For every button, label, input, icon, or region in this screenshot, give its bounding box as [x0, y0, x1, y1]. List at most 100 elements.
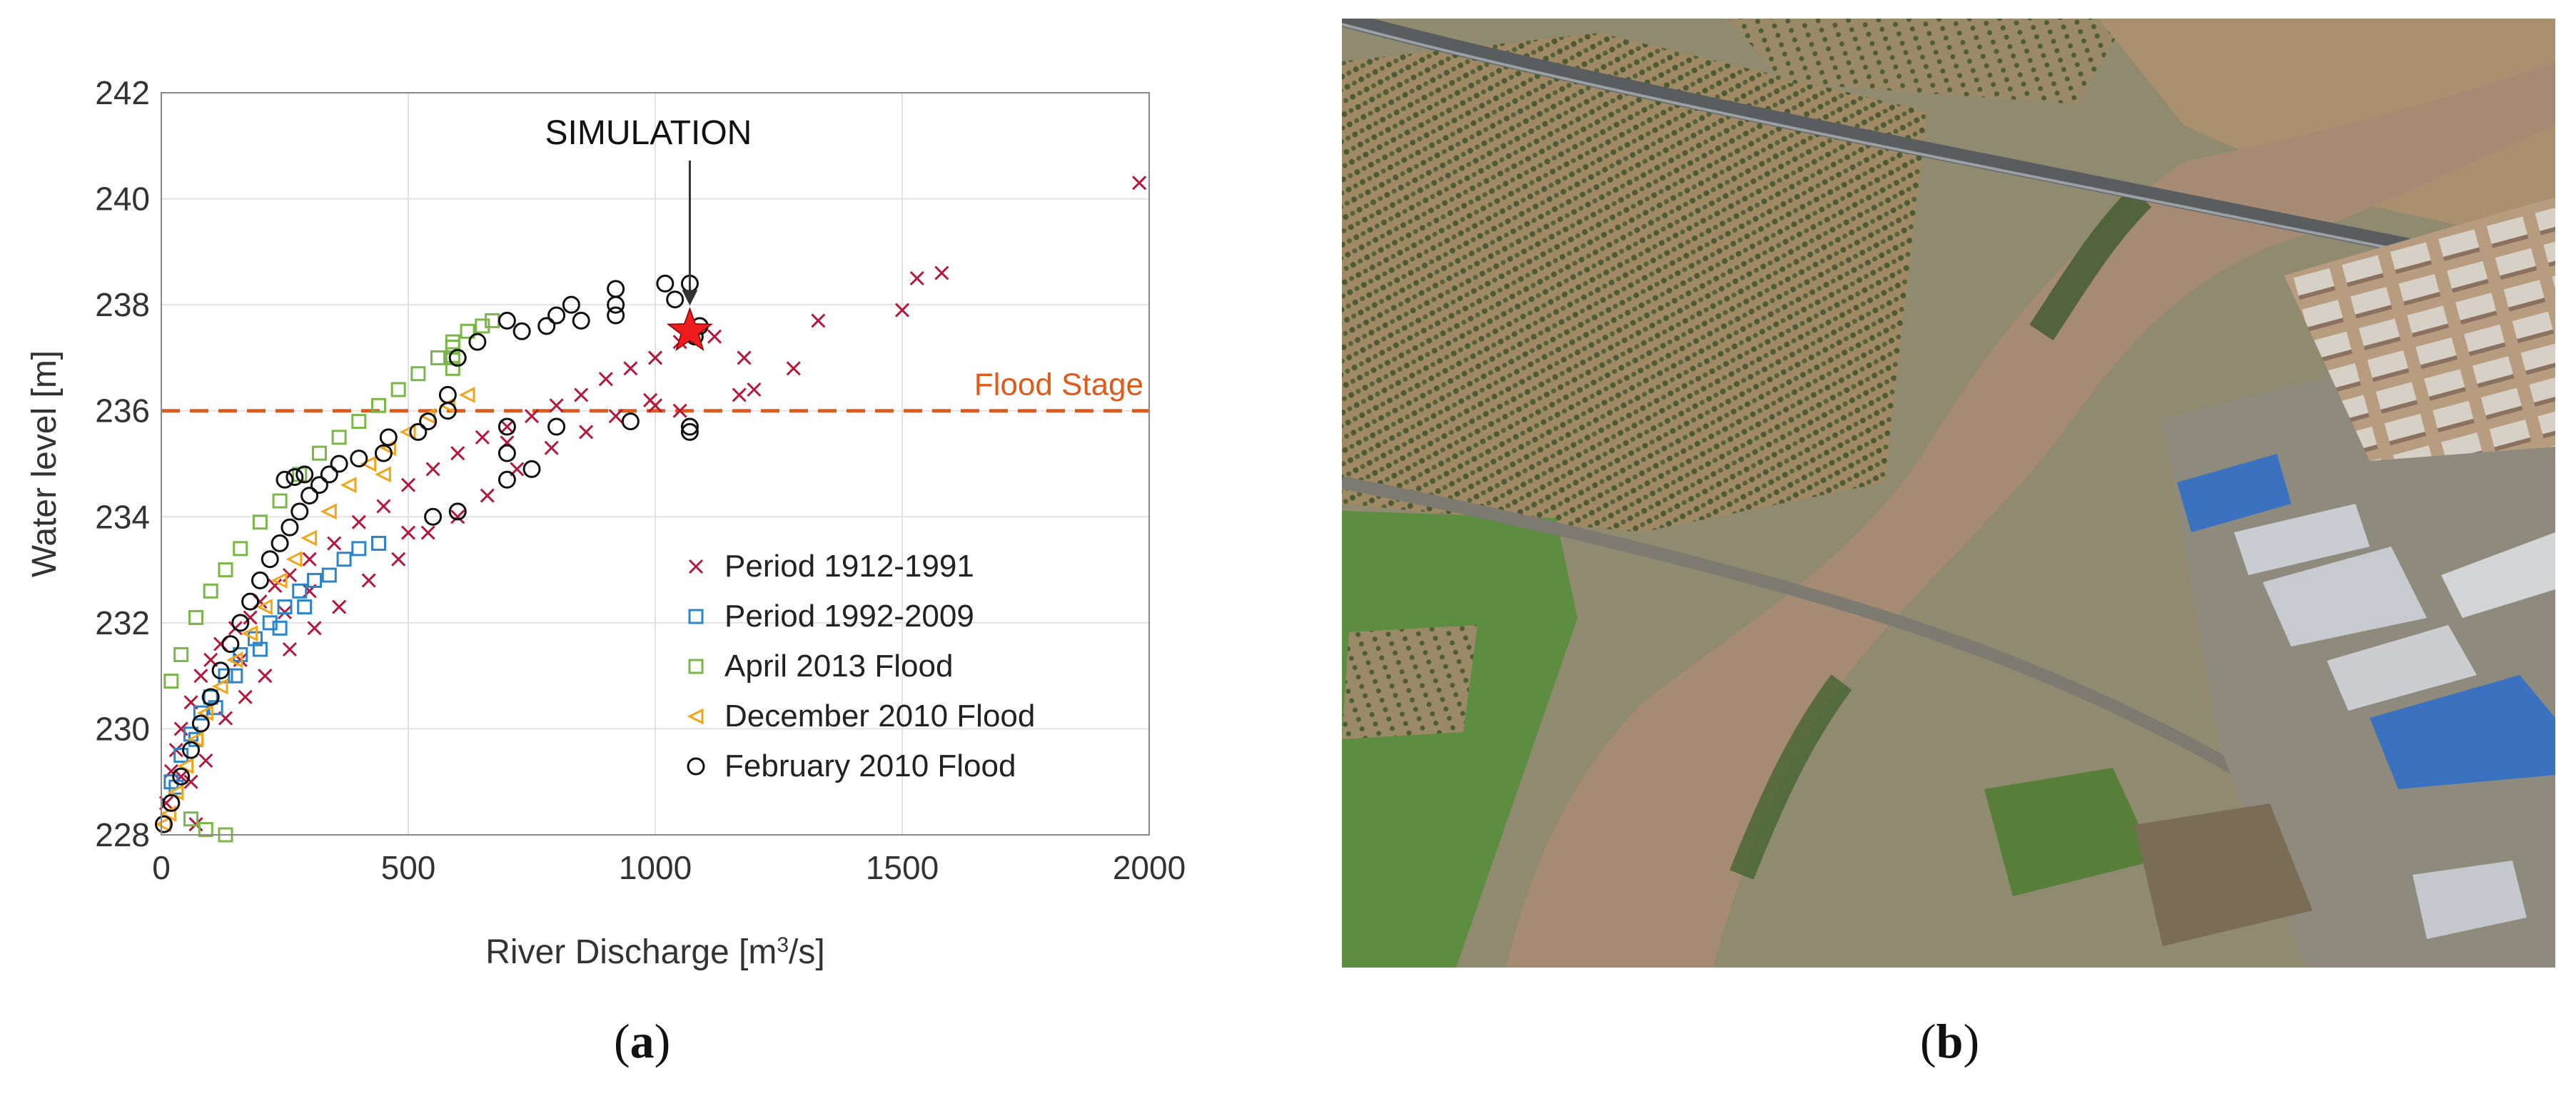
blue-building-2 — [2370, 675, 2555, 789]
data-point — [262, 615, 278, 631]
data-point — [163, 774, 179, 790]
data-point — [608, 409, 623, 424]
data-point — [934, 265, 949, 280]
x-stroke — [732, 387, 747, 402]
x-stroke — [420, 525, 435, 540]
x-stroke — [193, 669, 208, 684]
simulation-star — [666, 307, 714, 352]
data-point — [360, 455, 377, 472]
x-stroke — [544, 440, 559, 455]
data-point — [598, 372, 613, 387]
data-point — [330, 455, 348, 473]
data-point — [258, 669, 273, 684]
grey-building-2 — [2263, 547, 2427, 646]
data-point — [201, 688, 220, 706]
data-point — [544, 440, 559, 455]
data-point — [203, 583, 218, 599]
data-point — [647, 350, 663, 365]
data-point — [252, 514, 268, 530]
residential-area — [2284, 197, 2555, 461]
data-point — [188, 609, 203, 625]
data-point — [233, 646, 248, 662]
data-point — [500, 419, 515, 435]
data-point — [374, 444, 393, 462]
data-point — [460, 323, 475, 339]
x-stroke — [450, 446, 465, 461]
data-point — [549, 398, 564, 413]
data-point — [297, 599, 313, 615]
data-point — [512, 322, 531, 340]
x-stroke — [894, 303, 910, 318]
data-point — [231, 614, 250, 632]
axes: 0 500 1000 1500 2000 228 230 232 234 236 238 240 242 — [95, 74, 1186, 886]
data-point — [162, 793, 181, 812]
data-point — [376, 499, 391, 514]
data-point — [450, 509, 465, 524]
data-point — [351, 541, 367, 557]
data-point — [211, 678, 228, 695]
data-point — [574, 387, 589, 402]
x-stroke — [332, 599, 347, 614]
x-stroke — [282, 641, 297, 657]
x-stroke — [747, 382, 762, 397]
data-point — [261, 550, 279, 569]
x-stroke — [168, 743, 183, 758]
data-point — [537, 317, 556, 335]
data-point — [321, 567, 337, 583]
x-stroke — [549, 398, 564, 413]
data-point — [307, 572, 323, 588]
data-point — [647, 398, 663, 413]
x-stroke — [475, 430, 490, 445]
data-point — [351, 514, 366, 529]
data-point — [458, 387, 475, 403]
data-point — [198, 753, 213, 768]
data-point — [811, 313, 826, 328]
panel-label-a: (a) — [614, 1014, 671, 1068]
x-stroke — [934, 265, 949, 280]
data-point — [448, 502, 467, 521]
x-tick-label: 2000 — [1113, 849, 1186, 886]
simulation-arrowhead — [682, 290, 698, 306]
data-point — [183, 774, 198, 789]
data-point — [475, 430, 490, 445]
legend-label: Period 1992-2009 — [724, 599, 974, 634]
x-stroke — [598, 372, 613, 387]
data-point — [218, 668, 233, 684]
x-axis-label: River Discharge [m3/s] — [485, 933, 824, 972]
aerial-photo-panel-b — [1342, 19, 2555, 968]
y-tick-label: 242 — [95, 74, 150, 111]
x-stroke — [707, 329, 722, 344]
grey-building-4 — [2441, 532, 2555, 618]
data-point — [300, 487, 319, 505]
data-point — [340, 477, 357, 494]
data-point — [680, 417, 699, 436]
x-stroke — [811, 313, 826, 328]
data-point — [271, 572, 288, 589]
x-stroke — [183, 695, 198, 710]
x-tick-label: 1000 — [619, 849, 692, 886]
data-point — [247, 631, 263, 646]
bare-plot — [2134, 803, 2313, 946]
riparian-trees — [2029, 186, 2152, 341]
data-point — [445, 340, 460, 355]
data-point — [430, 350, 446, 365]
legend-marker — [688, 559, 704, 574]
data-point — [311, 445, 327, 461]
y-tick-label: 238 — [95, 286, 150, 323]
data-point — [226, 651, 243, 669]
data-point — [707, 329, 722, 344]
data-point — [425, 462, 440, 477]
y-tick-label: 236 — [95, 392, 150, 430]
data-point — [183, 811, 199, 827]
chart-panel-a: Flood Stage 0 500 1000 1500 2000 228 230 232 234… — [26, 74, 1186, 972]
x-stroke — [351, 514, 366, 529]
green-field — [1342, 511, 1577, 968]
simulation-marker: SIMULATION — [545, 114, 752, 352]
data-point — [497, 417, 516, 436]
data-point — [272, 493, 288, 509]
data-point — [286, 468, 304, 487]
data-point — [271, 534, 289, 552]
data-point — [391, 552, 406, 567]
data-point — [894, 303, 910, 318]
data-point — [163, 674, 179, 689]
